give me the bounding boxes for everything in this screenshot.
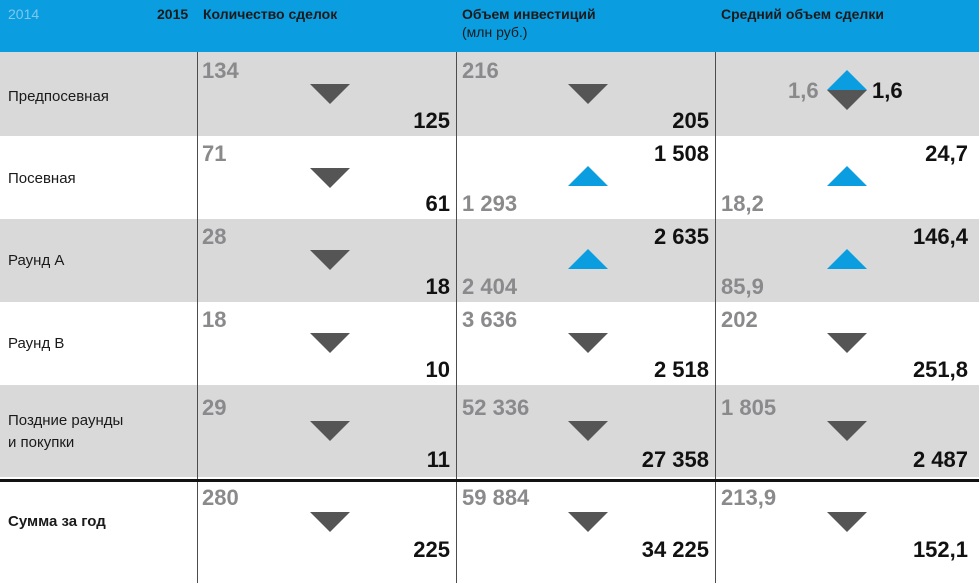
value-2015: 34 225: [641, 537, 709, 562]
decrease-triangle: [310, 250, 350, 270]
value-2015: 11: [426, 447, 450, 472]
row-label-late-rounds-line2: и покупки: [8, 434, 75, 451]
row-label-late-rounds-line1: Поздние раунды: [8, 412, 124, 429]
row-label-year-total: Сумма за год: [8, 513, 106, 530]
legend-year-2014: 2014: [8, 6, 40, 22]
decrease-triangle: [310, 168, 350, 188]
value-2014: 213,9: [721, 485, 777, 510]
legend-year-2015: 2015: [157, 6, 189, 22]
value-2015: 2 518: [653, 357, 709, 382]
value-2015: 1 508: [653, 141, 709, 166]
value-2014: 71: [202, 141, 227, 166]
value-2015: 251,8: [912, 357, 968, 382]
row-label-round-b: Раунд В: [8, 335, 65, 352]
value-2015: 225: [413, 537, 450, 562]
increase-triangle: [568, 249, 608, 269]
value-2015: 205: [672, 108, 709, 133]
decrease-triangle: [310, 333, 350, 353]
increase-triangle: [827, 166, 867, 186]
row-label-pre-seed: Предпосевная: [8, 88, 109, 105]
column-header-deal-count: Количество сделок: [203, 6, 338, 22]
value-2015: 146,4: [912, 224, 968, 249]
increase-triangle: [827, 249, 867, 269]
decrease-triangle: [310, 512, 350, 532]
value-2015: 61: [425, 191, 450, 216]
value-2015: 24,7: [925, 141, 968, 166]
value-2014: 29: [202, 395, 227, 420]
value-2014: 2 404: [462, 274, 518, 299]
column-header-investment-unit: (млн руб.): [462, 24, 528, 40]
row-label-seed: Посевная: [8, 170, 76, 187]
value-2014: 280: [202, 485, 239, 510]
row-bg-round-a: [0, 219, 979, 302]
value-2014: 1 805: [721, 395, 777, 420]
value-2015: 18: [425, 274, 450, 299]
increase-triangle: [568, 166, 608, 186]
row-label-round-a: Раунд А: [8, 252, 65, 269]
row-bg-pre-seed: [0, 52, 979, 136]
decrease-triangle: [827, 333, 867, 353]
column-header-average-deal: Средний объем сделки: [721, 6, 884, 22]
value-2015: 152,1: [912, 537, 968, 562]
value-2014: 202: [721, 307, 758, 332]
value-2014: 1,6: [788, 78, 819, 103]
value-2015: 10: [425, 357, 450, 382]
decrease-triangle: [568, 84, 608, 104]
decrease-triangle: [568, 333, 608, 353]
value-2014: 1 293: [462, 191, 518, 216]
value-2015: 27 358: [641, 447, 709, 472]
row-bg-late-rounds: [0, 385, 979, 477]
value-2014: 134: [202, 58, 239, 83]
decrease-triangle: [310, 84, 350, 104]
value-2014: 59 884: [462, 485, 530, 510]
value-2015: 1,6: [872, 78, 903, 103]
value-2015: 125: [413, 108, 450, 133]
decrease-triangle: [568, 512, 608, 532]
decrease-triangle: [827, 421, 867, 441]
value-2014: 28: [202, 224, 227, 249]
equal-up-triangle: [827, 70, 867, 90]
equal-down-triangle: [827, 90, 867, 110]
column-divider: [197, 52, 198, 583]
total-separator-line: [0, 479, 979, 482]
value-2014: 18: [202, 307, 227, 332]
value-2015: 2 487: [912, 447, 968, 472]
value-2014: 18,2: [721, 191, 764, 216]
column-divider: [715, 52, 716, 583]
column-header-investment-volume: Объем инвестиций: [462, 6, 596, 22]
value-2014: 3 636: [462, 307, 518, 332]
decrease-triangle: [568, 421, 608, 441]
value-2014: 85,9: [721, 274, 764, 299]
value-2015: 2 635: [653, 224, 709, 249]
decrease-triangle: [827, 512, 867, 532]
value-2014: 216: [462, 58, 499, 83]
header-band: [0, 0, 979, 52]
column-divider: [456, 52, 457, 583]
decrease-triangle: [310, 421, 350, 441]
value-2014: 52 336: [462, 395, 530, 420]
